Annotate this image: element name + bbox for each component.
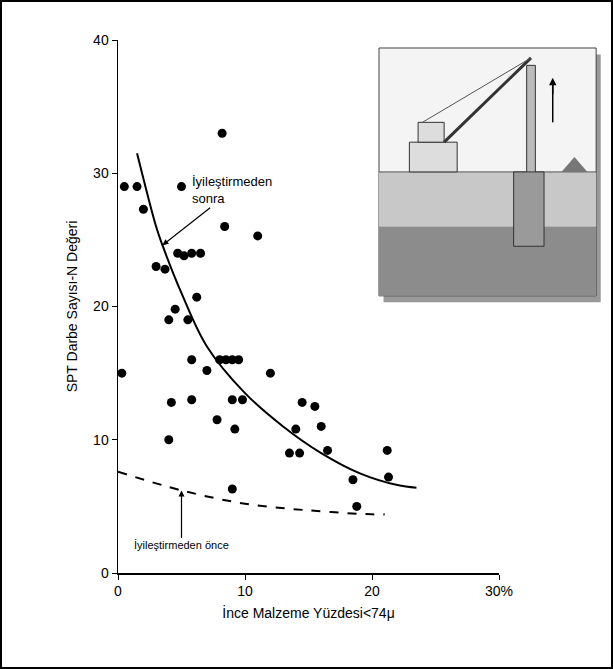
svg-text:İyileştirmedensonra: İyileştirmedensonra (192, 174, 272, 206)
svg-text:İnce Malzeme Yüzdesi<74μ: İnce Malzeme Yüzdesi<74μ (222, 604, 394, 621)
svg-text:SPT Darbe Sayısı-N Değeri: SPT Darbe Sayısı-N Değeri (64, 221, 80, 393)
svg-text:10: 10 (93, 432, 109, 448)
svg-text:0: 0 (114, 583, 122, 599)
svg-text:0: 0 (101, 565, 109, 581)
svg-text:10: 10 (237, 583, 253, 599)
svg-text:20: 20 (364, 583, 380, 599)
svg-text:30: 30 (93, 165, 109, 181)
svg-text:20: 20 (93, 298, 109, 314)
svg-text:30%: 30% (485, 583, 513, 599)
svg-text:40: 40 (93, 32, 109, 48)
svg-text:İyileştirmeden önce: İyileştirmeden önce (134, 539, 229, 551)
